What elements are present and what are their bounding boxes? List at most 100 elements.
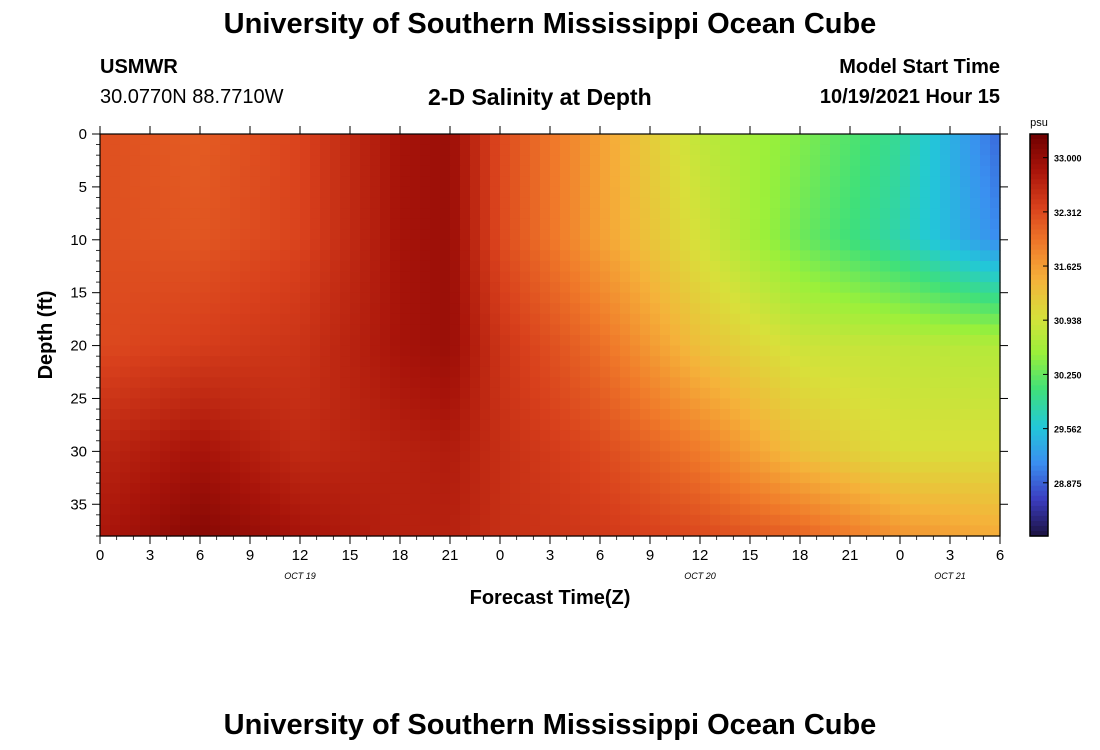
heatmap-cell bbox=[230, 155, 241, 167]
heatmap-cell bbox=[240, 229, 251, 241]
heatmap-cell bbox=[470, 218, 481, 230]
heatmap-cell bbox=[200, 186, 211, 199]
colorbar-segment bbox=[1030, 410, 1048, 417]
heatmap-cell bbox=[930, 271, 941, 283]
heatmap-cell bbox=[230, 430, 241, 442]
heatmap-cell bbox=[240, 208, 251, 220]
heatmap-cell bbox=[610, 451, 621, 463]
heatmap-cell bbox=[810, 324, 821, 336]
heatmap-cell bbox=[190, 155, 201, 167]
heatmap-cell bbox=[810, 208, 821, 220]
heatmap-cell bbox=[700, 324, 711, 336]
heatmap-cell bbox=[230, 504, 241, 516]
heatmap-cell bbox=[770, 144, 781, 156]
heatmap-cell bbox=[710, 165, 721, 177]
heatmap-cell bbox=[270, 250, 281, 262]
heatmap-cell bbox=[500, 514, 511, 527]
heatmap-cell bbox=[590, 260, 601, 273]
heatmap-cell bbox=[550, 493, 561, 505]
heatmap-cell bbox=[130, 430, 141, 442]
heatmap-cell bbox=[760, 430, 771, 442]
heatmap-cell bbox=[280, 483, 291, 495]
heatmap-cell bbox=[380, 282, 391, 294]
heatmap-cell bbox=[390, 260, 401, 273]
heatmap-cell bbox=[300, 144, 311, 156]
heatmap-cell bbox=[200, 250, 211, 262]
heatmap-cell bbox=[680, 324, 691, 336]
heatmap-cell bbox=[960, 250, 971, 262]
heatmap-cell bbox=[880, 335, 891, 347]
heatmap-cell bbox=[280, 335, 291, 347]
heatmap-cell bbox=[280, 186, 291, 199]
heatmap-cell bbox=[250, 493, 261, 505]
heatmap-cell bbox=[830, 186, 841, 199]
heatmap-cell bbox=[230, 165, 241, 177]
heatmap-cell bbox=[750, 239, 761, 251]
heatmap-cell bbox=[510, 451, 521, 463]
heatmap-cell bbox=[760, 176, 771, 188]
heatmap-cell bbox=[700, 387, 711, 400]
heatmap-cell bbox=[310, 356, 321, 368]
heatmap-cell bbox=[580, 303, 591, 315]
heatmap-cell bbox=[960, 430, 971, 442]
heatmap-cell bbox=[870, 260, 881, 273]
heatmap-cell bbox=[980, 409, 991, 421]
heatmap-cell bbox=[920, 134, 931, 146]
heatmap-cell bbox=[760, 218, 771, 230]
heatmap-cell bbox=[410, 504, 421, 516]
heatmap-cell bbox=[350, 483, 361, 495]
heatmap-cell bbox=[470, 472, 481, 484]
heatmap-cell bbox=[500, 525, 511, 537]
heatmap-cell bbox=[740, 430, 751, 442]
heatmap-cell bbox=[900, 134, 911, 146]
heatmap-cell bbox=[100, 451, 111, 463]
heatmap-cell bbox=[560, 250, 571, 262]
heatmap-cell bbox=[820, 218, 831, 230]
heatmap-cell bbox=[960, 197, 971, 209]
heatmap-cell bbox=[420, 356, 431, 368]
heatmap-cell bbox=[820, 260, 831, 273]
heatmap-cell bbox=[690, 165, 701, 177]
heatmap-cell bbox=[390, 208, 401, 220]
heatmap-cell bbox=[800, 356, 811, 368]
heatmap-cell bbox=[900, 335, 911, 347]
heatmap-cell bbox=[780, 419, 791, 431]
heatmap-cell bbox=[970, 493, 981, 505]
heatmap-cell bbox=[830, 250, 841, 262]
heatmap-cell bbox=[570, 208, 581, 220]
heatmap-cell bbox=[270, 229, 281, 241]
heatmap-cell bbox=[490, 271, 501, 283]
heatmap-cell bbox=[920, 239, 931, 251]
heatmap-cell bbox=[670, 483, 681, 495]
heatmap-cell bbox=[900, 514, 911, 527]
heatmap-cell bbox=[720, 356, 731, 368]
heatmap-cell bbox=[100, 387, 111, 400]
heatmap-cell bbox=[850, 335, 861, 347]
heatmap-cell bbox=[620, 356, 631, 368]
heatmap-cell bbox=[690, 525, 701, 537]
heatmap-cell bbox=[360, 176, 371, 188]
heatmap-cell bbox=[600, 483, 611, 495]
heatmap-cell bbox=[550, 282, 561, 294]
heatmap-cell bbox=[210, 186, 221, 199]
heatmap-cell bbox=[940, 292, 951, 304]
heatmap-cell bbox=[930, 356, 941, 368]
heatmap-cell bbox=[160, 218, 171, 230]
heatmap-cell bbox=[280, 271, 291, 283]
heatmap-cell bbox=[410, 430, 421, 442]
heatmap-cell bbox=[200, 366, 211, 378]
heatmap-cell bbox=[770, 461, 781, 474]
heatmap-cell bbox=[320, 430, 331, 442]
x-tick-label: 0 bbox=[96, 547, 104, 564]
heatmap-cell bbox=[710, 366, 721, 378]
heatmap-cell bbox=[520, 356, 531, 368]
heatmap-cell bbox=[280, 409, 291, 421]
x-tick-label: 12 bbox=[692, 547, 709, 564]
heatmap-cell bbox=[960, 324, 971, 336]
heatmap-cell bbox=[270, 335, 281, 347]
heatmap-cell bbox=[750, 366, 761, 378]
heatmap-cell bbox=[180, 197, 191, 209]
heatmap-cell bbox=[150, 387, 161, 400]
colorbar-segment bbox=[1030, 455, 1048, 462]
heatmap-cell bbox=[940, 144, 951, 156]
